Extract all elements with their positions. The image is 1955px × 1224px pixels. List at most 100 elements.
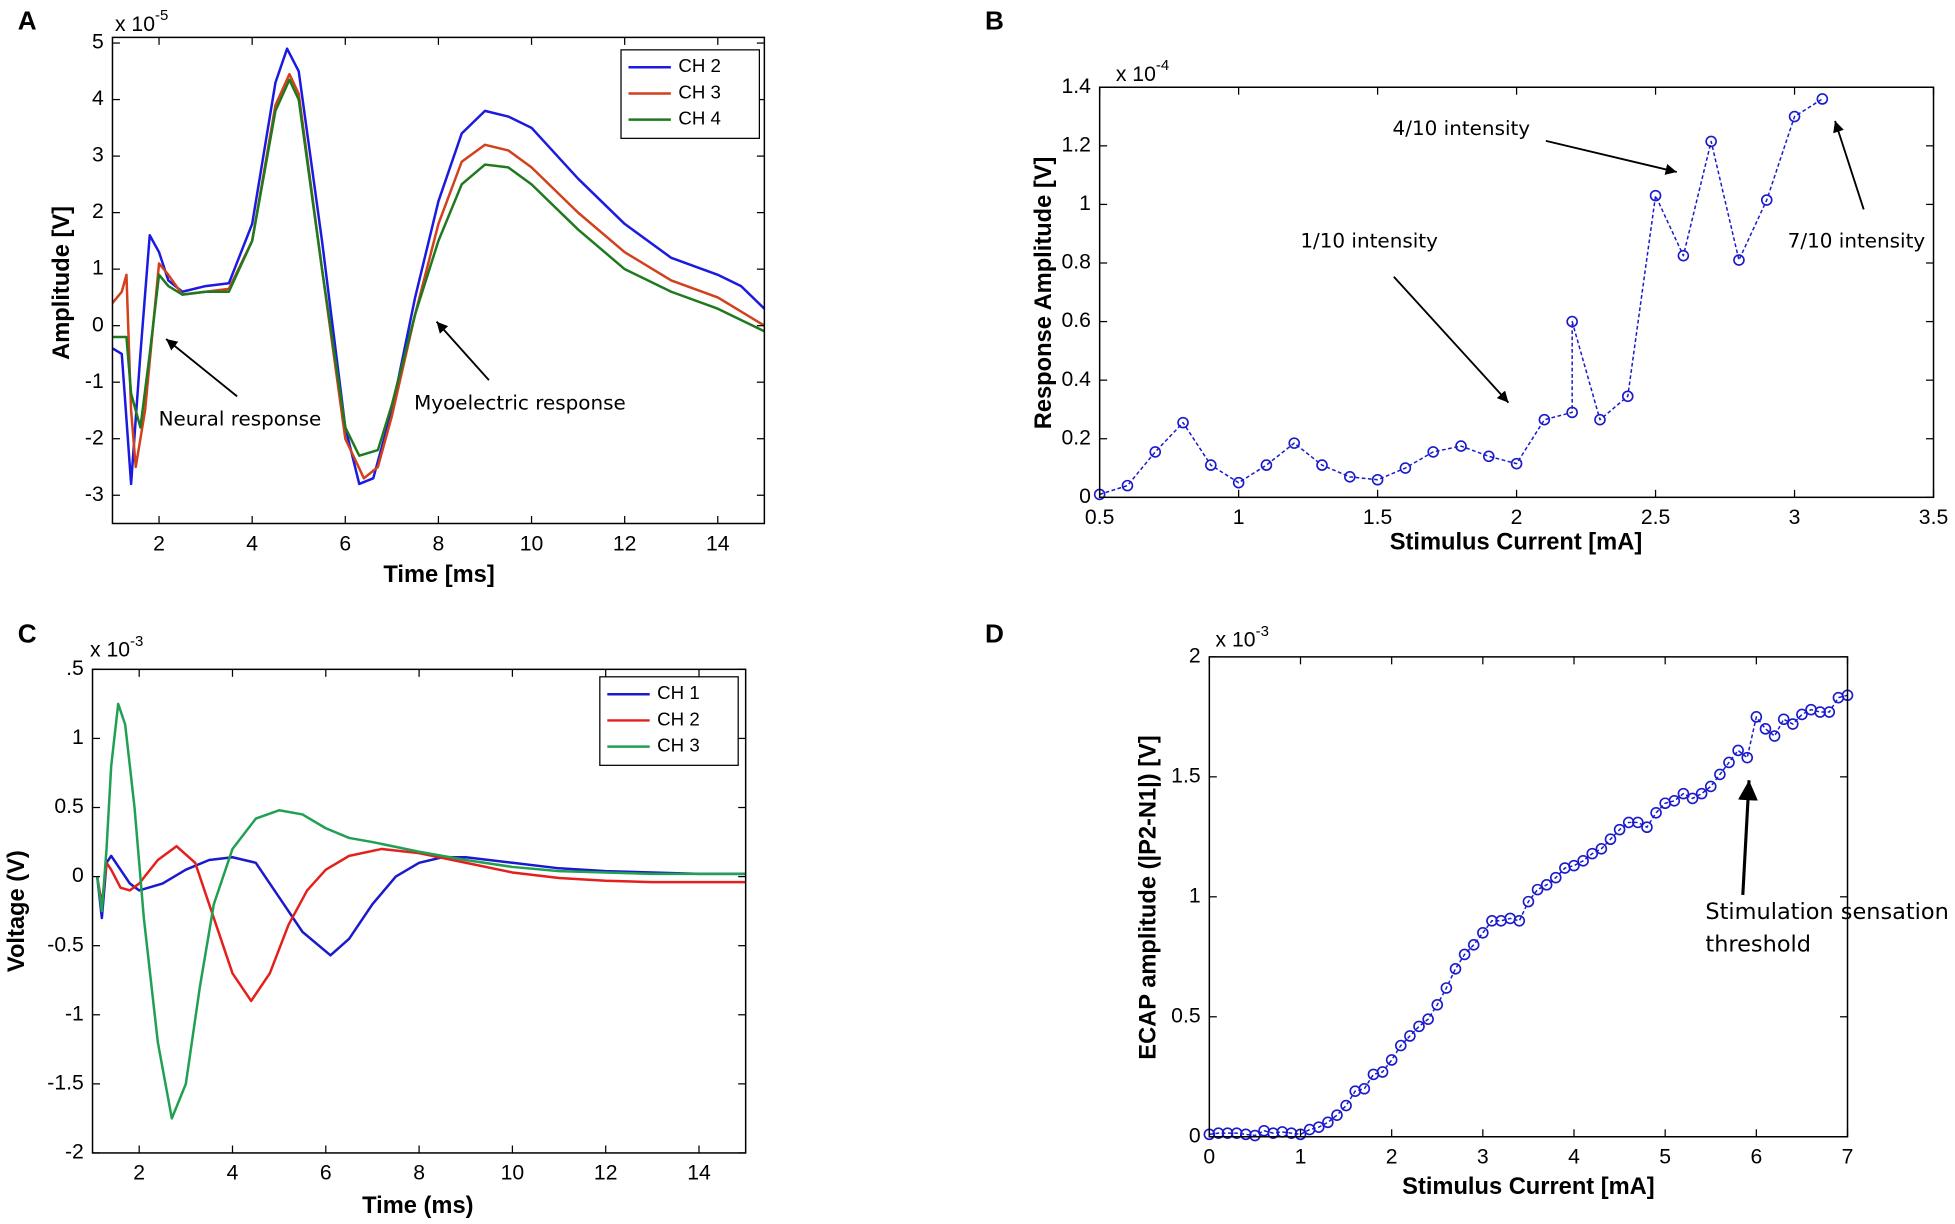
data-point	[1467, 939, 1480, 951]
data-point	[1340, 1099, 1352, 1112]
data-point	[1668, 795, 1681, 807]
data-point	[1205, 459, 1217, 471]
data-point	[1316, 459, 1328, 471]
multiplier-base: x 10	[1116, 62, 1156, 85]
data-point	[1312, 1121, 1325, 1133]
annotation: threshold	[1705, 931, 1811, 957]
y-multiplier: x 10-3	[90, 633, 143, 661]
data-point	[1796, 708, 1808, 721]
x-tick-label: 6	[1750, 1146, 1762, 1169]
data-point	[1604, 833, 1617, 846]
data-point	[1586, 847, 1599, 860]
x-tick-label: 4	[227, 1162, 239, 1185]
y-tick-label: 5	[92, 31, 104, 54]
data-point	[1649, 189, 1662, 202]
y-axis-label: Voltage (V)	[4, 850, 30, 972]
data-point	[1704, 780, 1717, 793]
data-point	[1750, 711, 1763, 723]
x-tick-label: 0	[1203, 1146, 1215, 1169]
y-tick-label: 1	[1079, 192, 1091, 215]
annotation: 4/10 intensity	[1393, 116, 1531, 140]
y-tick-label: 1.5	[1171, 764, 1200, 787]
data-point	[1538, 413, 1551, 426]
y-tick-label: .5	[66, 657, 84, 680]
x-tick-label: 7	[1842, 1146, 1854, 1169]
data-point	[1788, 110, 1801, 123]
y-axis-label: Response Amplitude [V]	[1031, 157, 1057, 430]
x-axis-label: Time [ms]	[383, 562, 494, 588]
y-multiplier: x 10-4	[1116, 57, 1169, 85]
x-tick-label: 4	[246, 532, 258, 555]
data-point	[1358, 1082, 1371, 1095]
data-point	[1458, 948, 1471, 961]
x-axis-label: Time (ms)	[362, 1193, 473, 1219]
data-point	[1482, 450, 1495, 463]
data-point	[1777, 713, 1790, 726]
x-tick-label: 14	[706, 532, 730, 555]
annotation-arrow	[165, 338, 238, 398]
series-line	[95, 702, 746, 1120]
series-line	[112, 78, 765, 457]
multiplier-base: x 10	[90, 638, 130, 661]
data-point	[1221, 1127, 1234, 1139]
data-point	[1677, 787, 1690, 800]
legend-label: CH 3	[678, 81, 721, 102]
y-tick-label: 0.4	[1061, 368, 1091, 391]
data-point	[1440, 982, 1453, 994]
x-tick-label: 6	[339, 532, 351, 555]
x-tick-label: 5	[1659, 1146, 1671, 1169]
annotation: 7/10 intensity	[1788, 228, 1926, 252]
x-tick-label: 1	[1233, 506, 1245, 529]
y-tick-label: 1.4	[1061, 75, 1091, 98]
y-multiplier: x 10-5	[115, 7, 168, 35]
annotation: Stimulation sensation	[1705, 899, 1948, 925]
legend-label: CH 4	[678, 108, 721, 129]
x-tick-label: 3	[1477, 1146, 1489, 1169]
data-point	[1371, 473, 1384, 486]
data-point	[1540, 879, 1553, 891]
x-tick-label: 12	[613, 532, 637, 555]
y-tick-label: -3	[85, 483, 104, 506]
y-tick-label: 0.2	[1061, 426, 1090, 449]
y-tick-label: 0	[92, 313, 104, 336]
x-tick-label: 8	[433, 532, 445, 555]
data-point	[1344, 471, 1356, 483]
x-tick-label: 2.5	[1641, 506, 1670, 529]
y-tick-label: -2	[65, 1141, 84, 1164]
multiplier-base: x 10	[1216, 628, 1256, 651]
y-tick-label: -1.5	[47, 1071, 83, 1094]
data-point	[1823, 706, 1836, 718]
data-point	[1404, 1030, 1416, 1042]
data-point	[1768, 730, 1781, 742]
y-tick-label: 2	[92, 200, 104, 223]
data-point	[1741, 751, 1754, 764]
y-tick-label: 1	[92, 257, 104, 280]
data-point	[1621, 390, 1634, 403]
x-tick-label: 12	[594, 1162, 618, 1185]
data-point	[1686, 792, 1699, 805]
data-point	[1449, 962, 1462, 975]
y-tick-label: 0.5	[1171, 1004, 1200, 1027]
data-point	[1787, 718, 1799, 730]
data-point	[1385, 1054, 1398, 1066]
data-point	[1510, 457, 1523, 470]
panel-label: C	[18, 619, 37, 649]
data-point	[1705, 135, 1717, 148]
x-tick-label: 14	[687, 1162, 711, 1185]
data-point	[1422, 1013, 1434, 1025]
multiplier-exponent: -5	[155, 7, 168, 24]
data-point	[1632, 816, 1644, 829]
x-tick-label: 10	[501, 1162, 525, 1185]
data-point	[1288, 437, 1301, 449]
x-tick-label: 2	[133, 1162, 145, 1185]
annotation-arrow	[1545, 139, 1677, 175]
y-tick-label: 2	[1189, 644, 1201, 667]
data-point	[1733, 254, 1745, 266]
data-point	[1732, 744, 1744, 757]
panel-label: A	[18, 5, 37, 35]
plot-frame	[1098, 86, 1935, 499]
x-tick-label: 10	[520, 532, 544, 555]
series-line	[1099, 98, 1823, 496]
